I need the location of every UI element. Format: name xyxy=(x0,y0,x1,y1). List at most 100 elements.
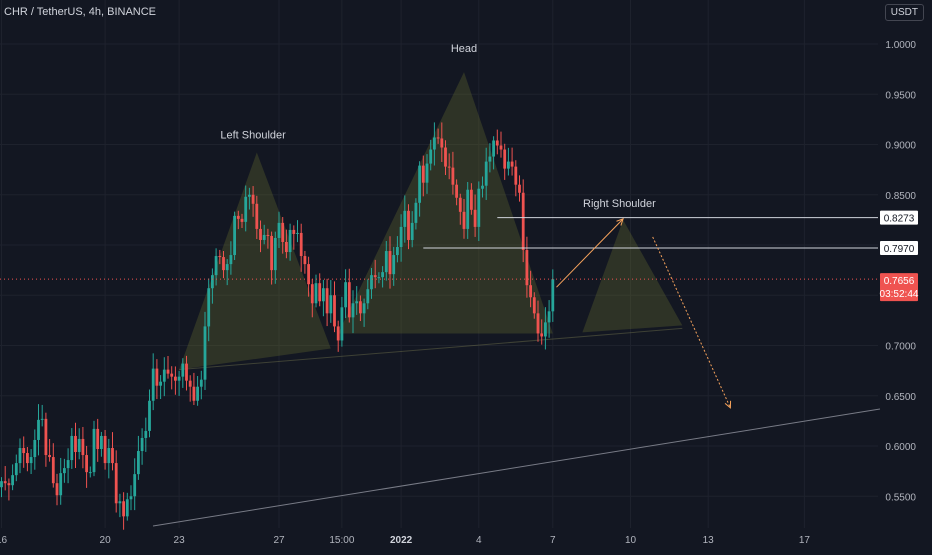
candle-body[interactable] xyxy=(503,149,507,169)
candle-body[interactable] xyxy=(177,376,181,381)
candle-body[interactable] xyxy=(410,222,414,240)
candle-body[interactable] xyxy=(495,140,499,146)
candle-body[interactable] xyxy=(292,229,296,234)
candle-body[interactable] xyxy=(166,369,170,374)
candle-body[interactable] xyxy=(429,149,433,164)
candle-body[interactable] xyxy=(373,275,377,278)
candle-body[interactable] xyxy=(458,197,462,212)
candle-body[interactable] xyxy=(140,437,144,452)
candle-body[interactable] xyxy=(388,251,392,275)
candle-body[interactable] xyxy=(296,232,299,234)
candle-body[interactable] xyxy=(81,438,85,456)
candle-body[interactable] xyxy=(218,256,222,258)
candle-body[interactable] xyxy=(70,435,74,461)
candle-body[interactable] xyxy=(447,166,451,168)
candle-body[interactable] xyxy=(26,453,29,464)
candle-body[interactable] xyxy=(540,333,544,337)
candle-body[interactable] xyxy=(529,285,532,298)
candle-body[interactable] xyxy=(114,463,118,504)
candle-body[interactable] xyxy=(96,428,100,450)
candle-body[interactable] xyxy=(277,222,281,238)
candle-body[interactable] xyxy=(355,301,359,304)
candle-body[interactable] xyxy=(107,448,111,464)
candle-body[interactable] xyxy=(66,460,70,469)
candle-body[interactable] xyxy=(462,211,466,229)
candle-body[interactable] xyxy=(48,455,51,458)
candle-body[interactable] xyxy=(185,363,188,381)
candle-body[interactable] xyxy=(318,283,322,302)
candle-body[interactable] xyxy=(159,381,162,386)
candle-body[interactable] xyxy=(507,161,510,169)
candle-body[interactable] xyxy=(85,455,88,473)
candle-body[interactable] xyxy=(444,147,447,167)
candle-body[interactable] xyxy=(362,303,366,314)
candle-body[interactable] xyxy=(3,481,7,484)
candle-body[interactable] xyxy=(436,137,440,139)
candle-body[interactable] xyxy=(29,457,33,464)
candle-body[interactable] xyxy=(251,194,255,204)
candle-body[interactable] xyxy=(240,218,244,222)
candle-body[interactable] xyxy=(170,373,174,377)
candle-body[interactable] xyxy=(259,228,262,240)
candle-body[interactable] xyxy=(477,188,481,227)
candle-body[interactable] xyxy=(325,288,329,314)
candle-body[interactable] xyxy=(547,311,551,323)
candle-body[interactable] xyxy=(255,203,259,229)
candle-body[interactable] xyxy=(440,138,444,148)
candle-body[interactable] xyxy=(433,137,436,150)
candle-body[interactable] xyxy=(144,430,148,438)
candle-body[interactable] xyxy=(425,163,429,183)
candle-body[interactable] xyxy=(148,400,151,431)
candle-body[interactable] xyxy=(129,496,133,500)
candle-body[interactable] xyxy=(103,435,107,464)
candle-body[interactable] xyxy=(381,272,384,278)
candle-body[interactable] xyxy=(455,184,458,198)
candle-body[interactable] xyxy=(40,418,44,420)
candle-body[interactable] xyxy=(88,472,92,474)
candle-body[interactable] xyxy=(0,481,3,488)
candle-body[interactable] xyxy=(44,418,48,456)
candle-body[interactable] xyxy=(192,386,196,401)
candle-body[interactable] xyxy=(211,275,214,289)
candle-body[interactable] xyxy=(162,369,166,382)
candle-body[interactable] xyxy=(133,474,137,497)
candle-body[interactable] xyxy=(199,379,203,387)
candle-body[interactable] xyxy=(421,165,425,183)
candle-body[interactable] xyxy=(229,255,233,265)
candle-body[interactable] xyxy=(174,376,177,381)
candle-body[interactable] xyxy=(273,237,277,271)
candle-body[interactable] xyxy=(77,438,81,453)
candle-body[interactable] xyxy=(233,215,236,256)
candle-body[interactable] xyxy=(11,475,14,486)
candle-body[interactable] xyxy=(37,419,40,440)
candle-body[interactable] xyxy=(359,301,362,314)
candle-body[interactable] xyxy=(403,210,407,227)
candle-body[interactable] xyxy=(481,185,484,189)
candle-body[interactable] xyxy=(384,251,388,273)
candle-body[interactable] xyxy=(262,234,266,240)
candle-body[interactable] xyxy=(366,289,370,304)
candle-body[interactable] xyxy=(499,145,503,150)
candle-body[interactable] xyxy=(203,326,207,380)
candle-body[interactable] xyxy=(281,222,285,242)
candle-body[interactable] xyxy=(333,295,336,327)
candle-body[interactable] xyxy=(288,229,292,253)
candle-body[interactable] xyxy=(18,448,22,464)
candle-body[interactable] xyxy=(214,256,218,276)
candle-body[interactable] xyxy=(111,448,114,464)
candle-body[interactable] xyxy=(340,307,344,341)
candle-body[interactable] xyxy=(473,209,477,227)
candle-body[interactable] xyxy=(514,166,518,185)
candle-body[interactable] xyxy=(492,140,495,157)
candle-body[interactable] xyxy=(484,161,488,186)
candle-body[interactable] xyxy=(270,235,273,271)
candle-body[interactable] xyxy=(207,288,211,327)
candle-body[interactable] xyxy=(188,380,192,387)
candle-body[interactable] xyxy=(532,297,536,314)
candle-body[interactable] xyxy=(551,279,555,312)
candle-body[interactable] xyxy=(181,363,185,377)
candle-body[interactable] xyxy=(518,184,521,193)
candle-body[interactable] xyxy=(100,435,103,450)
candle-body[interactable] xyxy=(322,288,325,302)
